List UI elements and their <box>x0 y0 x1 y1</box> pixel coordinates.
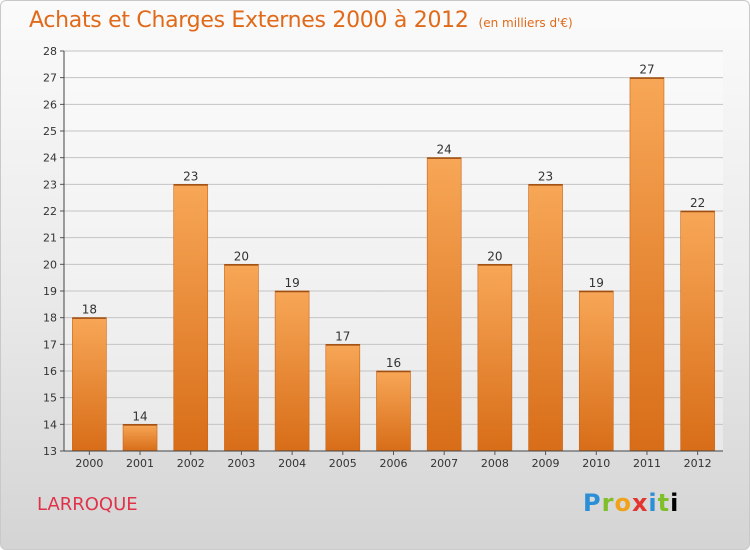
chart-title-text: Achats et Charges Externes 2000 à 2012 <box>29 8 469 33</box>
labels-layer: 18 14 23 20 19 17 16 24 20 23 19 27 22 <box>82 63 706 424</box>
bar-value-label: 18 <box>82 303 97 317</box>
bar-value-label: 16 <box>386 356 401 370</box>
axis-layer: 13 14 15 16 17 18 19 20 21 22 23 24 25 26 27 28 2000 2001… <box>43 45 723 470</box>
bar <box>528 184 563 452</box>
x-tick-label: 2011 <box>633 457 661 470</box>
logo-letter: t <box>657 489 671 517</box>
logo-letter: P <box>583 489 602 517</box>
y-tick-label: 14 <box>43 418 57 431</box>
x-tick-label: 2004 <box>278 457 306 470</box>
y-tick-label: 21 <box>43 232 57 245</box>
bar <box>325 344 361 452</box>
bar-value-label: 19 <box>284 276 299 290</box>
y-tick-label: 16 <box>43 365 57 378</box>
x-tick-label: 2001 <box>126 457 154 470</box>
logo-letter: r <box>601 489 615 517</box>
x-tick-label: 2005 <box>329 457 357 470</box>
bar <box>173 184 209 452</box>
x-tick-label: 2006 <box>380 457 408 470</box>
logo-letter: i <box>670 489 680 517</box>
bar <box>680 210 715 452</box>
bar <box>578 290 614 452</box>
bar <box>376 370 411 452</box>
bar-value-label: 14 <box>132 409 147 423</box>
logo-letter: i <box>648 489 658 517</box>
bar <box>72 317 107 452</box>
bar-value-label: 17 <box>335 329 350 343</box>
x-tick-label: 2002 <box>177 457 205 470</box>
bar <box>224 264 259 452</box>
y-tick-label: 22 <box>43 205 57 218</box>
y-tick-label: 25 <box>43 125 57 138</box>
bar-value-label: 24 <box>437 143 452 157</box>
y-tick-label: 18 <box>43 312 57 325</box>
logo-letter: o <box>614 489 632 517</box>
bar <box>274 290 310 452</box>
x-tick-label: 2007 <box>430 457 458 470</box>
bar <box>477 264 513 452</box>
bar-value-label: 23 <box>183 169 198 183</box>
chart-subtitle: (en milliers d'€) <box>478 16 573 30</box>
bar-value-label: 27 <box>639 63 654 77</box>
y-tick-label: 27 <box>43 72 57 85</box>
y-tick-label: 24 <box>43 152 57 165</box>
chart-title: Achats et Charges Externes 2000 à 2012 (e… <box>29 8 573 33</box>
y-tick-label: 15 <box>43 392 57 405</box>
x-tick-label: 2003 <box>227 457 255 470</box>
bar-value-label: 20 <box>234 249 249 263</box>
bar-value-label: 19 <box>589 276 604 290</box>
bar-value-label: 22 <box>690 196 705 210</box>
y-tick-label: 17 <box>43 338 57 351</box>
bar-value-label: 23 <box>538 169 553 183</box>
bar <box>629 77 665 452</box>
x-tick-label: 2008 <box>481 457 509 470</box>
proxiti-logo[interactable]: Proxiti <box>583 489 679 517</box>
bar-value-label: 20 <box>487 249 502 263</box>
bar <box>122 424 158 452</box>
town-name: LARROQUE <box>37 494 138 515</box>
bar <box>426 157 462 452</box>
bars-layer <box>72 77 715 452</box>
x-tick-label: 2010 <box>582 457 610 470</box>
x-tick-label: 2000 <box>75 457 103 470</box>
y-tick-label: 23 <box>43 178 57 191</box>
y-tick-label: 19 <box>43 285 57 298</box>
logo-letter: x <box>631 489 649 517</box>
y-tick-label: 13 <box>43 445 57 458</box>
y-tick-label: 20 <box>43 258 57 271</box>
x-tick-label: 2009 <box>532 457 560 470</box>
y-tick-label: 26 <box>43 98 57 111</box>
y-tick-label: 28 <box>43 45 57 58</box>
x-tick-label: 2012 <box>684 457 712 470</box>
